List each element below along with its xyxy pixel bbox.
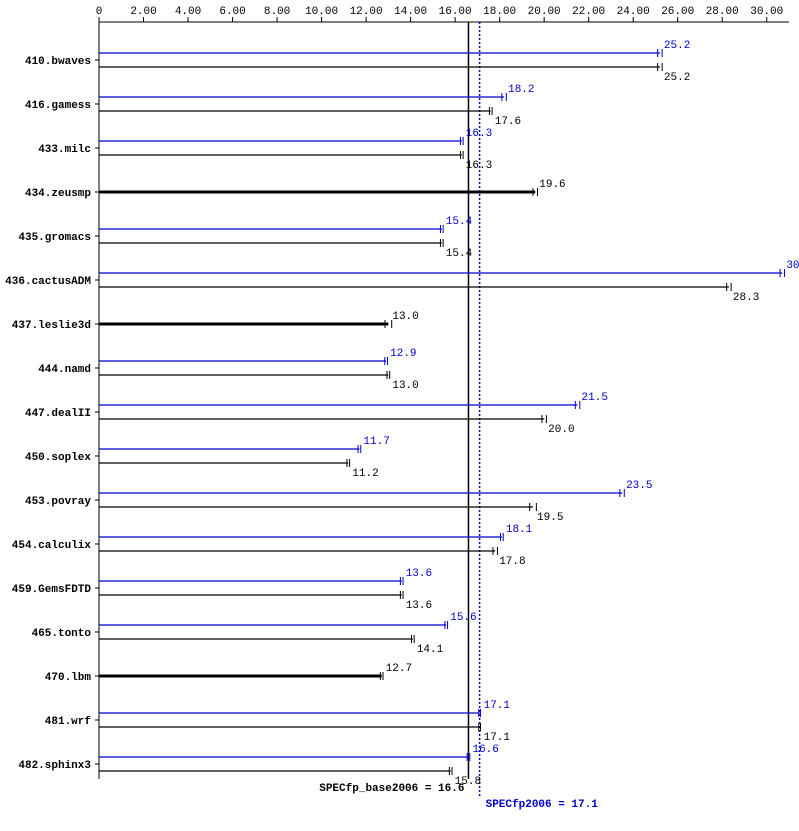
chart-background	[0, 0, 799, 831]
x-tick-label: 10.00	[305, 6, 338, 18]
benchmark-value: 20.0	[548, 424, 574, 436]
benchmark-value: 23.5	[626, 480, 652, 492]
x-tick-label: 8.00	[264, 6, 290, 18]
benchmark-label: 453.povray	[25, 496, 91, 508]
benchmark-value: 17.1	[484, 732, 511, 744]
benchmark-label: 434.zeusmp	[25, 188, 91, 200]
benchmark-value: 25.2	[664, 72, 690, 84]
benchmark-value: 19.6	[539, 179, 565, 191]
benchmark-value: 19.5	[537, 512, 563, 524]
x-tick-label: 24.00	[617, 6, 650, 18]
benchmark-value: 11.7	[363, 436, 389, 448]
x-tick-label: 18.00	[483, 6, 516, 18]
benchmark-value: 21.5	[582, 392, 608, 404]
x-tick-label: 30.00	[750, 6, 783, 18]
benchmark-value: 28.3	[733, 292, 759, 304]
x-tick-label: 0	[96, 6, 103, 18]
benchmark-label: 416.gamess	[25, 100, 91, 112]
benchmark-label: 444.namd	[38, 364, 91, 376]
benchmark-value: 13.6	[406, 568, 432, 580]
x-tick-label: 2.00	[130, 6, 156, 18]
benchmark-value: 17.6	[495, 116, 521, 128]
x-tick-label: 26.00	[661, 6, 694, 18]
benchmark-value: 13.0	[392, 311, 418, 323]
x-tick-label: 22.00	[572, 6, 605, 18]
benchmark-label: 436.cactusADM	[5, 276, 91, 288]
benchmark-value: 11.2	[352, 468, 378, 480]
benchmark-value: 25.2	[664, 40, 690, 52]
benchmark-label: 450.soplex	[25, 452, 91, 464]
benchmark-label: 470.lbm	[45, 672, 92, 684]
benchmark-value: 30.7	[786, 260, 799, 272]
benchmark-value: 16.3	[466, 160, 492, 172]
benchmark-value: 12.9	[390, 348, 416, 360]
benchmark-value: 17.8	[499, 556, 525, 568]
x-tick-label: 28.00	[706, 6, 739, 18]
benchmark-label: 459.GemsFDTD	[12, 584, 92, 596]
x-tick-label: 6.00	[219, 6, 245, 18]
benchmark-value: 12.7	[386, 663, 412, 675]
benchmark-value: 13.0	[392, 380, 418, 392]
benchmark-label: 482.sphinx3	[18, 760, 91, 772]
benchmark-value: 15.4	[446, 216, 473, 228]
benchmark-label: 465.tonto	[32, 628, 92, 640]
x-tick-label: 14.00	[394, 6, 427, 18]
x-tick-label: 4.00	[175, 6, 201, 18]
benchmark-value: 16.6	[472, 744, 498, 756]
benchmark-value: 17.1	[484, 700, 511, 712]
benchmark-label: 437.leslie3d	[12, 320, 91, 332]
benchmark-label: 454.calculix	[12, 540, 92, 552]
benchmark-value: 18.1	[506, 524, 533, 536]
benchmark-label: 447.dealII	[25, 408, 91, 420]
peak-marker-label: SPECfp2006 = 17.1	[486, 799, 599, 811]
benchmark-label: 433.milc	[38, 144, 91, 156]
benchmark-value: 15.4	[446, 248, 473, 260]
benchmark-value: 18.2	[508, 84, 534, 96]
spec-benchmark-chart: 0 2.00 4.00 6.00 8.00 10.00 12.00 14.00 16.00 18.…	[0, 0, 799, 831]
x-tick-label: 16.00	[439, 6, 472, 18]
x-tick-label: 12.00	[350, 6, 383, 18]
benchmark-value: 16.3	[466, 128, 492, 140]
benchmark-label: 410.bwaves	[25, 56, 91, 68]
benchmark-value: 15.6	[450, 612, 476, 624]
benchmark-label: 481.wrf	[45, 716, 92, 728]
benchmark-value: 14.1	[417, 644, 444, 656]
benchmark-value: 13.6	[406, 600, 432, 612]
benchmark-label: 435.gromacs	[18, 232, 91, 244]
base-marker-label: SPECfp_base2006 = 16.6	[319, 783, 464, 795]
x-tick-label: 20.00	[528, 6, 561, 18]
